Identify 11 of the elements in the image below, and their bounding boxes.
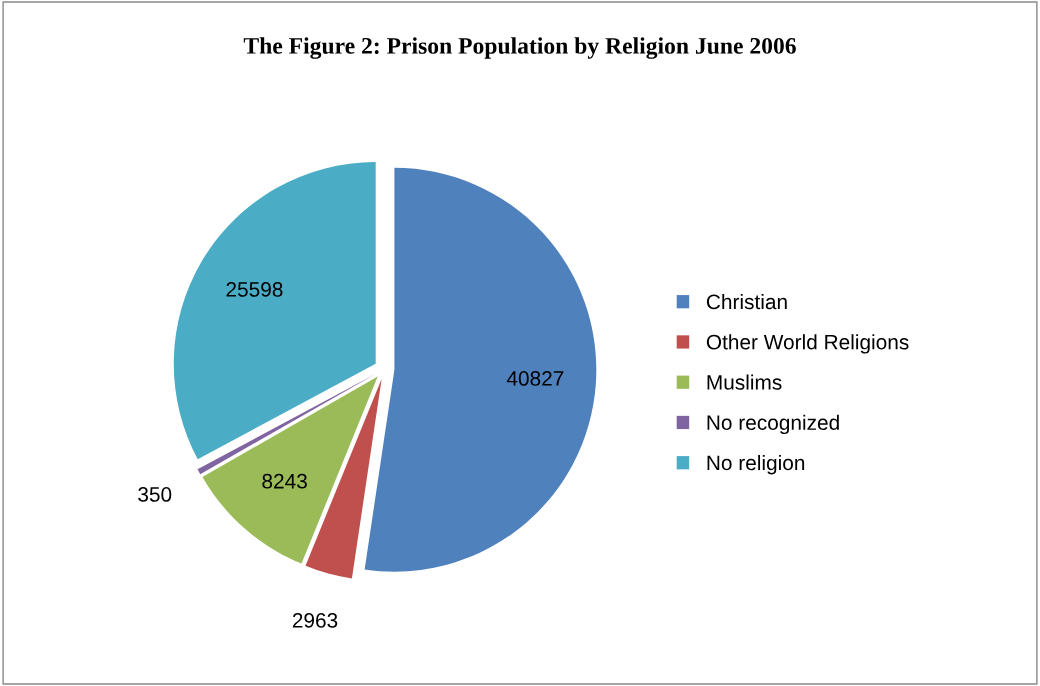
legend-label: Other World Religions [706,334,909,354]
legend-label: Muslims [707,374,782,390]
legend-label: No recognized [707,414,839,435]
chart-title: The Figure 2: Prison Population by Religion June 2006 [243,37,796,59]
data-label: 25598 [226,282,283,297]
data-label: 350 [138,487,172,502]
legend-label: No religion [707,454,805,475]
legend-label: Christian [706,293,787,310]
data-label: 8243 [262,473,307,489]
data-label: 40827 [506,371,564,386]
data-label: 2963 [292,613,338,628]
